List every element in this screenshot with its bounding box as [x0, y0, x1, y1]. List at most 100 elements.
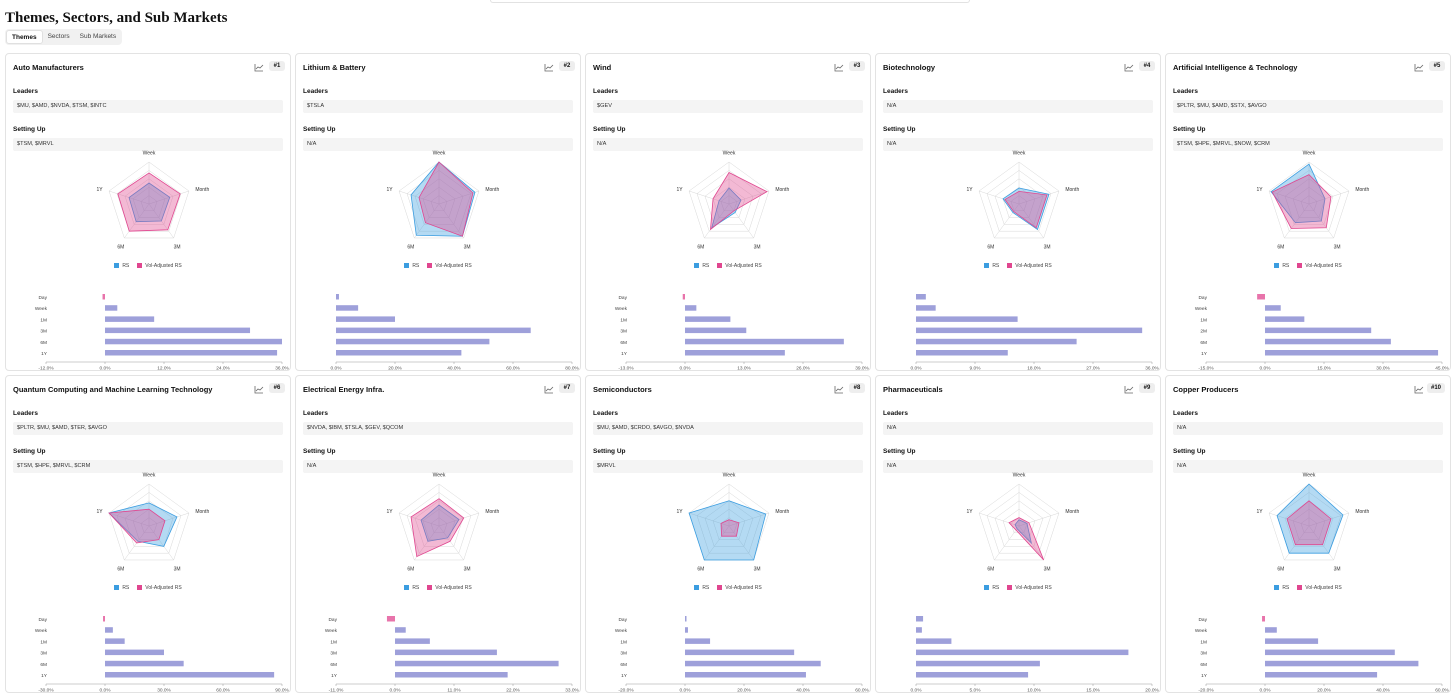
- legend-vol[interactable]: Vol-Adjusted RS: [1297, 263, 1342, 269]
- radar-grid-ring: [140, 517, 158, 534]
- legend-vol[interactable]: Vol-Adjusted RS: [717, 263, 762, 269]
- leaders-label: Leaders: [13, 88, 38, 95]
- legend-vol[interactable]: Vol-Adjusted RS: [137, 585, 182, 591]
- legend-rs[interactable]: RS: [1274, 585, 1289, 591]
- bar: [682, 294, 685, 300]
- legend-vol[interactable]: Vol-Adjusted RS: [1007, 585, 1052, 591]
- radar-axis-label: Week: [1013, 150, 1026, 156]
- legend-vol[interactable]: Vol-Adjusted RS: [427, 585, 472, 591]
- rank-badge: #9: [1139, 383, 1155, 393]
- tab-themes[interactable]: Themes: [6, 30, 43, 44]
- chart-icon[interactable]: [1414, 385, 1424, 394]
- chart-icon[interactable]: [544, 385, 554, 394]
- bar-chart: Day Week 1M 3M 6M 1Y -20.0% 0.0% 20.0% 40.0% 60.0%: [615, 616, 870, 692]
- tab-sub-markets[interactable]: Sub Markets: [79, 33, 117, 40]
- legend-rs[interactable]: RS: [984, 263, 999, 269]
- bar: [336, 305, 359, 311]
- radar-chart: Week Month 3M 6M 1Y: [677, 150, 790, 250]
- radar-series-rs: [1002, 187, 1050, 231]
- bar-tick-label: 22.0%: [506, 688, 520, 694]
- legend-rs[interactable]: RS: [694, 263, 709, 269]
- radar-chart: Week Month 3M 6M 1Y: [387, 472, 500, 572]
- chart-icon[interactable]: [1124, 63, 1134, 72]
- bar-tick-label: 60.0%: [1435, 688, 1449, 694]
- radar-grid-ring: [398, 483, 480, 561]
- setting-up-label: Setting Up: [593, 448, 626, 455]
- bar: [916, 316, 1018, 322]
- legend-rs[interactable]: RS: [984, 585, 999, 591]
- leaders-box: $MU, $AMD, $NVDA, $TSM, $INTC: [13, 100, 283, 113]
- chart-icon[interactable]: [834, 385, 844, 394]
- radar-spoke: [728, 190, 770, 205]
- tab-sectors[interactable]: Sectors: [47, 33, 70, 40]
- card-title: Artificial Intelligence & Technology: [1173, 63, 1298, 72]
- legend-vol[interactable]: Vol-Adjusted RS: [137, 263, 182, 269]
- bar-tick-label: 0.0%: [1260, 366, 1272, 372]
- chart-icon[interactable]: [544, 63, 554, 72]
- leaders-label: Leaders: [593, 410, 618, 417]
- radar-spoke: [108, 512, 150, 527]
- bar: [685, 316, 731, 322]
- legend-vol[interactable]: Vol-Adjusted RS: [717, 585, 762, 591]
- legend-vol[interactable]: Vol-Adjusted RS: [427, 263, 472, 269]
- top-search-bar[interactable]: [490, 0, 970, 3]
- bar-category-label: Week: [615, 306, 628, 312]
- legend-rs[interactable]: RS: [1274, 263, 1289, 269]
- radar-axis-label: Week: [1303, 150, 1316, 156]
- chart-icon[interactable]: [254, 63, 264, 72]
- chart-legend: RS Vol-Adjusted RS: [1166, 585, 1450, 591]
- radar-grid-ring: [978, 483, 1060, 561]
- radar-chart: Week Month 3M 6M 1Y: [97, 472, 210, 572]
- radar-axis-label: Month: [195, 509, 209, 515]
- bar: [1265, 327, 1372, 334]
- bar: [1265, 672, 1378, 678]
- legend-rs[interactable]: RS: [404, 585, 419, 591]
- rs-swatch: [694, 263, 700, 268]
- legend-rs-label: RS: [1282, 263, 1290, 269]
- bar-category-label: 1Y: [331, 673, 338, 679]
- legend-vol[interactable]: Vol-Adjusted RS: [1007, 263, 1052, 269]
- bar: [685, 649, 795, 656]
- legend-vol-label: Vol-Adjusted RS: [725, 585, 762, 591]
- bar-category-label: Week: [35, 628, 48, 634]
- radar-grid-ring: [398, 161, 480, 239]
- radar-chart: Week Month 3M 6M 1Y: [967, 472, 1080, 572]
- legend-vol-label: Vol-Adjusted RS: [145, 585, 182, 591]
- legend-rs[interactable]: RS: [404, 263, 419, 269]
- bar: [916, 638, 952, 644]
- chart-icon[interactable]: [1124, 385, 1134, 394]
- radar-grid-ring: [1284, 178, 1334, 225]
- legend-vol-label: Vol-Adjusted RS: [1305, 263, 1342, 269]
- rank-badge: #10: [1426, 383, 1445, 393]
- radar-grid-ring: [712, 186, 746, 218]
- radar-grid-ring: [986, 170, 1052, 232]
- radar-spoke: [1308, 190, 1350, 205]
- radar-spoke: [148, 190, 190, 205]
- chart-icon[interactable]: [1414, 63, 1424, 72]
- bar-tick-label: 0.0%: [680, 366, 692, 372]
- legend-rs[interactable]: RS: [694, 585, 709, 591]
- bar: [685, 638, 711, 644]
- legend-rs[interactable]: RS: [114, 585, 129, 591]
- vol-swatch: [717, 263, 723, 268]
- chart-icon[interactable]: [254, 385, 264, 394]
- radar-axis-label: 1Y: [967, 509, 974, 515]
- setting-up-label: Setting Up: [13, 448, 46, 455]
- legend-vol[interactable]: Vol-Adjusted RS: [1297, 585, 1342, 591]
- bar-category-label: Day: [328, 617, 337, 623]
- chart-legend: RS Vol-Adjusted RS: [586, 263, 870, 269]
- setting-up-box: $TSM, $HPE, $MRVL, $NOW, $CRM: [1173, 138, 1443, 151]
- legend-rs[interactable]: RS: [114, 263, 129, 269]
- radar-grid-ring: [1276, 170, 1342, 232]
- radar-axis-label: Month: [775, 187, 789, 193]
- setting-up-box: $MRVL: [593, 460, 863, 473]
- bar-category-label: 1Y: [621, 673, 628, 679]
- vol-swatch: [427, 263, 433, 268]
- radar-axis-label: Month: [1355, 509, 1369, 515]
- card-title: Lithium & Battery: [303, 63, 366, 72]
- bar: [395, 638, 430, 644]
- bar-tick-label: 33.0%: [565, 688, 579, 694]
- radar-grid-ring: [140, 195, 158, 212]
- chart-icon[interactable]: [834, 63, 844, 72]
- radar-grid-ring: [108, 483, 190, 561]
